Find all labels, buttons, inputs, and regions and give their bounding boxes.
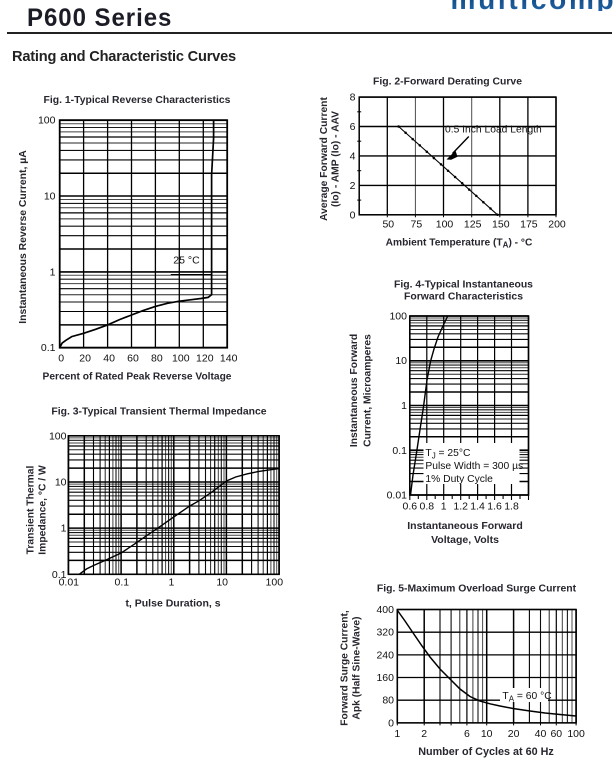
svg-text:200: 200 (548, 219, 566, 231)
svg-text:Ambient Temperature (TA) - °C: Ambient Temperature (TA) - °C (386, 238, 533, 250)
svg-text:Instantaneous Forward: Instantaneous Forward (407, 520, 523, 532)
svg-text:2: 2 (350, 180, 356, 192)
svg-text:Transient Thermal: Transient Thermal (26, 466, 37, 555)
svg-text:0.6: 0.6 (402, 501, 417, 513)
svg-text:80: 80 (382, 695, 394, 707)
svg-text:1: 1 (441, 501, 447, 513)
svg-text:Voltage, Volts: Voltage, Volts (431, 534, 499, 546)
svg-text:0.1: 0.1 (114, 577, 129, 589)
svg-text:Instantaneous Forward: Instantaneous Forward (349, 334, 360, 447)
svg-text:1: 1 (168, 577, 174, 589)
svg-text:60: 60 (550, 728, 562, 740)
svg-text:400: 400 (376, 604, 394, 616)
svg-text:1: 1 (394, 728, 400, 740)
svg-text:150: 150 (492, 219, 510, 231)
svg-text:100: 100 (567, 728, 585, 740)
svg-text:1.2: 1.2 (453, 501, 468, 513)
svg-text:60: 60 (127, 353, 139, 365)
svg-text:10: 10 (395, 355, 407, 367)
svg-text:0.01: 0.01 (387, 490, 408, 502)
svg-text:120: 120 (196, 353, 214, 365)
svg-text:100: 100 (172, 353, 190, 365)
svg-text:1.8: 1.8 (504, 501, 519, 513)
svg-text:40: 40 (103, 353, 115, 365)
svg-text:10: 10 (481, 728, 493, 740)
svg-text:Fig. 3-Typical Transient Therm: Fig. 3-Typical Transient Thermal Impedan… (51, 407, 266, 418)
svg-text:0.01: 0.01 (59, 577, 80, 589)
svg-text:50: 50 (382, 219, 394, 231)
svg-text:20: 20 (508, 728, 520, 740)
svg-text:Average Forward Current: Average Forward Current (319, 97, 330, 221)
svg-text:240: 240 (376, 649, 394, 661)
svg-text:6: 6 (464, 728, 470, 740)
svg-text:0.8: 0.8 (419, 501, 434, 513)
svg-text:0.1: 0.1 (52, 569, 67, 581)
svg-text:0.5 Inch Load Length: 0.5 Inch Load Length (445, 125, 542, 136)
svg-text:125: 125 (464, 219, 482, 231)
svg-text:Fig. 2-Forward Derating Curve: Fig. 2-Forward Derating Curve (373, 77, 522, 88)
svg-text:Pulse Width = 300 µs: Pulse Width = 300 µs (425, 461, 523, 472)
svg-text:Percent of Rated Peak Reverse: Percent of Rated Peak Reverse Voltage (43, 372, 232, 383)
svg-text:Fig. 5-Maximum Overload Surge: Fig. 5-Maximum Overload Surge Current (377, 584, 577, 595)
svg-text:TJ = 25°C: TJ = 25°C (425, 448, 471, 461)
svg-text:0: 0 (388, 717, 394, 729)
svg-text:10: 10 (44, 191, 56, 203)
svg-text:4: 4 (350, 150, 356, 162)
svg-text:40: 40 (535, 728, 547, 740)
svg-text:20: 20 (79, 353, 91, 365)
svg-text:Current, Microamperes: Current, Microamperes (363, 334, 374, 447)
svg-text:0.1: 0.1 (41, 342, 56, 354)
svg-text:1: 1 (50, 266, 56, 278)
svg-text:0.1: 0.1 (392, 445, 407, 457)
svg-text:Apk (Half Sine-Wave): Apk (Half Sine-Wave) (352, 616, 363, 719)
svg-text:160: 160 (376, 672, 394, 684)
svg-text:Instantaneous Reverse Current,: Instantaneous Reverse Current, µA (18, 150, 29, 324)
svg-text:Forward Surge Current,: Forward Surge Current, (340, 610, 351, 726)
svg-text:100: 100 (436, 219, 454, 231)
svg-text:Forward Characteristics: Forward Characteristics (404, 292, 523, 303)
svg-text:75: 75 (411, 219, 423, 231)
svg-text:25 °C: 25 °C (173, 255, 200, 267)
svg-text:10: 10 (55, 477, 67, 489)
svg-text:8: 8 (350, 92, 356, 104)
svg-text:TA = 60 °C: TA = 60 °C (502, 691, 552, 704)
svg-text:Fig. 1-Typical Reverse Charact: Fig. 1-Typical Reverse Characteristics (44, 95, 231, 106)
svg-text:1: 1 (61, 523, 67, 535)
svg-text:100: 100 (49, 430, 67, 442)
svg-text:Number of Cycles at 60 Hz: Number of Cycles at 60 Hz (418, 746, 554, 758)
svg-text:0: 0 (58, 353, 64, 365)
svg-text:10: 10 (216, 577, 228, 589)
svg-text:100: 100 (389, 311, 407, 323)
svg-text:100: 100 (266, 577, 284, 589)
svg-text:1.4: 1.4 (470, 501, 485, 513)
svg-text:100: 100 (38, 115, 56, 127)
svg-text:2: 2 (421, 728, 427, 740)
svg-text:140: 140 (220, 353, 238, 365)
svg-text:320: 320 (376, 627, 394, 639)
svg-text:175: 175 (520, 219, 538, 231)
svg-text:t, Pulse Duration, s: t, Pulse Duration, s (125, 598, 220, 610)
svg-text:1.6: 1.6 (487, 501, 502, 513)
svg-text:80: 80 (151, 353, 163, 365)
svg-text:6: 6 (350, 121, 356, 133)
svg-text:Impedance, °C / W: Impedance, °C / W (38, 465, 49, 555)
svg-text:1% Duty Cycle: 1% Duty Cycle (425, 474, 493, 485)
svg-text:1: 1 (401, 400, 407, 412)
svg-text:Fig. 4-Typical Instantaneous: Fig. 4-Typical Instantaneous (394, 280, 533, 291)
svg-text:0: 0 (350, 209, 356, 221)
svg-text:(Io) - AMP (Io) - AAV: (Io) - AMP (Io) - AAV (331, 111, 342, 207)
